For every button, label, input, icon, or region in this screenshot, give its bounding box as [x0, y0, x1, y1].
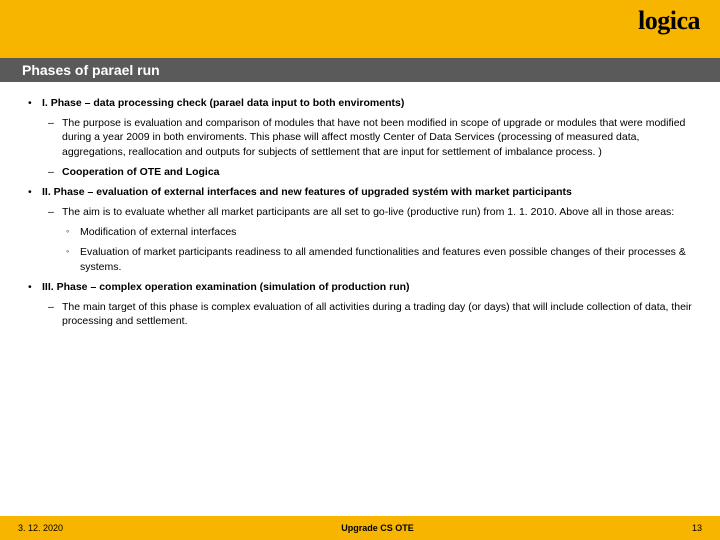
logica-logo: logica [638, 10, 700, 32]
phase-2-sub-1-text: Modification of external interfaces [80, 225, 236, 239]
phase-1-coop: – Cooperation of OTE and Logica [48, 165, 692, 179]
dash-mark: – [48, 165, 62, 179]
footer-page-number: 13 [692, 523, 702, 533]
bullet-mark: • [28, 185, 42, 199]
phase-2-heading-text: II. Phase – evaluation of external inter… [42, 185, 572, 199]
logo-text: logica [638, 6, 700, 35]
phase-1-coop-text: Cooperation of OTE and Logica [62, 165, 220, 179]
ring-mark: ◦ [66, 225, 80, 239]
footer-title: Upgrade CS OTE [63, 523, 692, 533]
phase-1-heading-text: I. Phase – data processing check (parael… [42, 96, 404, 110]
slide-title: Phases of parael run [22, 62, 160, 78]
dash-mark: – [48, 116, 62, 159]
phase-3-desc-text: The main target of this phase is complex… [62, 300, 692, 328]
footer-bar: 3. 12. 2020 Upgrade CS OTE 13 [0, 516, 720, 540]
phase-1-desc-text: The purpose is evaluation and comparison… [62, 116, 692, 159]
phase-2-sub-1: ◦ Modification of external interfaces [66, 225, 692, 239]
phase-2-sub-2: ◦ Evaluation of market participants read… [66, 245, 692, 273]
phase-2-heading: • II. Phase – evaluation of external int… [28, 185, 692, 199]
phase-2-desc-text: The aim is to evaluate whether all marke… [62, 205, 674, 219]
phase-2-desc: – The aim is to evaluate whether all mar… [48, 205, 692, 219]
phase-1-desc: – The purpose is evaluation and comparis… [48, 116, 692, 159]
header-band: logica [0, 0, 720, 58]
bullet-mark: • [28, 280, 42, 294]
phase-3-desc: – The main target of this phase is compl… [48, 300, 692, 328]
dash-mark: – [48, 205, 62, 219]
ring-mark: ◦ [66, 245, 80, 273]
slide-body: • I. Phase – data processing check (para… [0, 82, 720, 328]
slide-title-bar: Phases of parael run [0, 58, 720, 82]
dash-mark: – [48, 300, 62, 328]
phase-1-heading: • I. Phase – data processing check (para… [28, 96, 692, 110]
bullet-mark: • [28, 96, 42, 110]
phase-3-heading-text: III. Phase – complex operation examinati… [42, 280, 410, 294]
footer-date: 3. 12. 2020 [18, 523, 63, 533]
phase-2-sub-2-text: Evaluation of market participants readin… [80, 245, 692, 273]
phase-3-heading: • III. Phase – complex operation examina… [28, 280, 692, 294]
